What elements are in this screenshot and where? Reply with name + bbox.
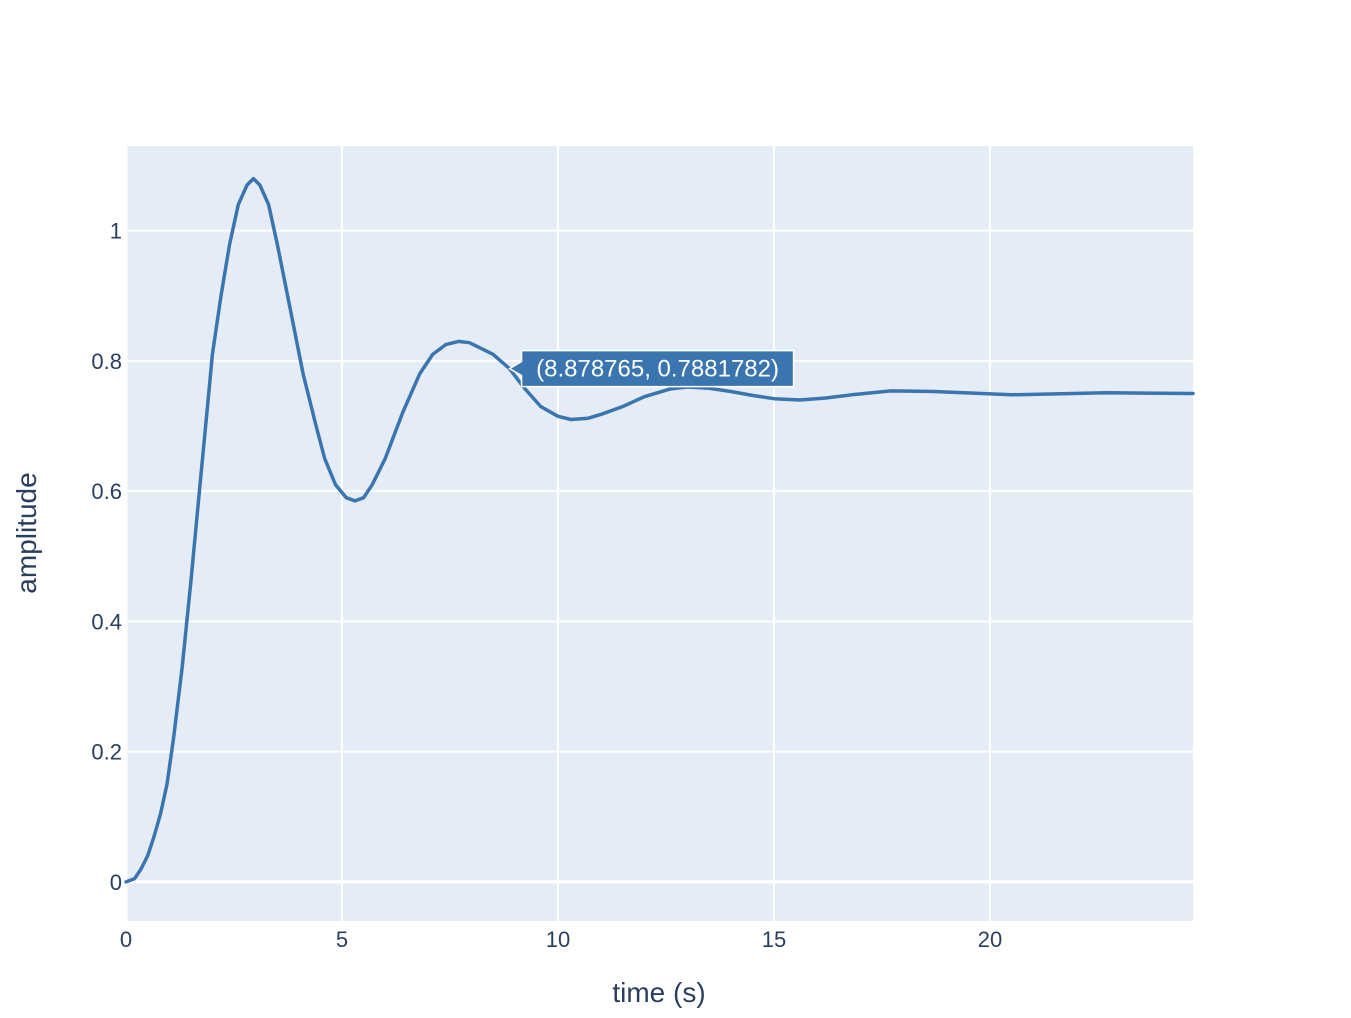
hover-label: (8.878765, 0.7881782) [536,356,779,383]
y-tick-label: 0.8 [91,349,122,374]
y-tick-label: 0 [110,870,122,895]
x-tick-label: 20 [978,927,1002,952]
series-line[interactable] [124,176,1195,884]
x-tick-label: 0 [120,927,132,952]
y-tick-label: 0.4 [91,609,122,634]
y-axis-title: amplitude [11,472,42,593]
y-tick-label: 0.2 [91,740,122,765]
plot-area[interactable] [126,146,1193,921]
tick-labels: 0 5 10 15 20 0 0.2 0.4 0.6 0.8 1 [91,219,1002,952]
hover-tooltip: (8.878765, 0.7881782) [508,349,795,388]
x-tick-label: 10 [546,927,570,952]
x-tick-label: 15 [762,927,786,952]
hover-box [508,349,795,388]
y-tick-label: 0.6 [91,479,122,504]
y-tick-label: 1 [110,219,122,244]
x-tick-label: 5 [336,927,348,952]
series-layer [124,176,1195,884]
x-axis-title: time (s) [612,977,705,1008]
